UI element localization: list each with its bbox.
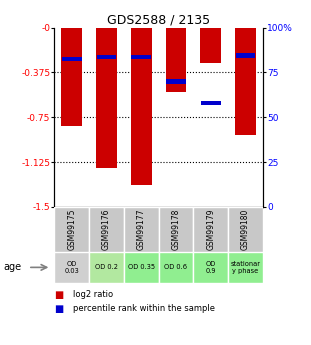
Bar — [61, 28, 82, 126]
Bar — [131, 55, 151, 59]
Bar — [159, 252, 193, 283]
Bar — [165, 28, 186, 92]
Bar — [62, 57, 82, 61]
Bar — [193, 252, 228, 283]
Text: GSM99179: GSM99179 — [206, 209, 215, 250]
Bar — [89, 252, 124, 283]
Bar — [124, 252, 159, 283]
Text: percentile rank within the sample: percentile rank within the sample — [73, 304, 215, 313]
Text: GSM99175: GSM99175 — [67, 209, 76, 250]
Text: OD 0.6: OD 0.6 — [165, 264, 188, 270]
Bar — [228, 252, 263, 283]
Bar — [159, 207, 193, 252]
Bar — [97, 55, 116, 59]
Bar — [89, 207, 124, 252]
Text: age: age — [3, 263, 21, 272]
Text: OD
0.03: OD 0.03 — [64, 261, 79, 274]
Text: GSM99180: GSM99180 — [241, 209, 250, 250]
Text: GSM99176: GSM99176 — [102, 209, 111, 250]
Text: OD
0.9: OD 0.9 — [206, 261, 216, 274]
Bar — [54, 252, 89, 283]
Bar — [235, 53, 255, 58]
Bar — [96, 28, 117, 168]
Text: ■: ■ — [54, 304, 64, 314]
Bar — [131, 28, 152, 186]
Text: ■: ■ — [54, 290, 64, 300]
Text: OD 0.2: OD 0.2 — [95, 264, 118, 270]
Bar — [193, 207, 228, 252]
Bar — [124, 207, 159, 252]
Bar — [166, 79, 186, 83]
Bar — [200, 28, 221, 63]
Bar — [235, 28, 256, 135]
Text: GSM99178: GSM99178 — [171, 209, 180, 250]
Text: GSM99177: GSM99177 — [137, 209, 146, 250]
Title: GDS2588 / 2135: GDS2588 / 2135 — [107, 13, 210, 27]
Bar — [54, 207, 89, 252]
Bar — [201, 101, 220, 105]
Text: OD 0.35: OD 0.35 — [128, 264, 155, 270]
Text: stationar
y phase: stationar y phase — [230, 261, 260, 274]
Bar — [228, 207, 263, 252]
Text: log2 ratio: log2 ratio — [73, 290, 113, 299]
